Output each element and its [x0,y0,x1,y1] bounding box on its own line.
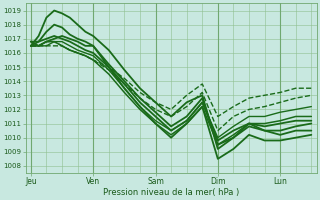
X-axis label: Pression niveau de la mer( hPa ): Pression niveau de la mer( hPa ) [103,188,239,197]
